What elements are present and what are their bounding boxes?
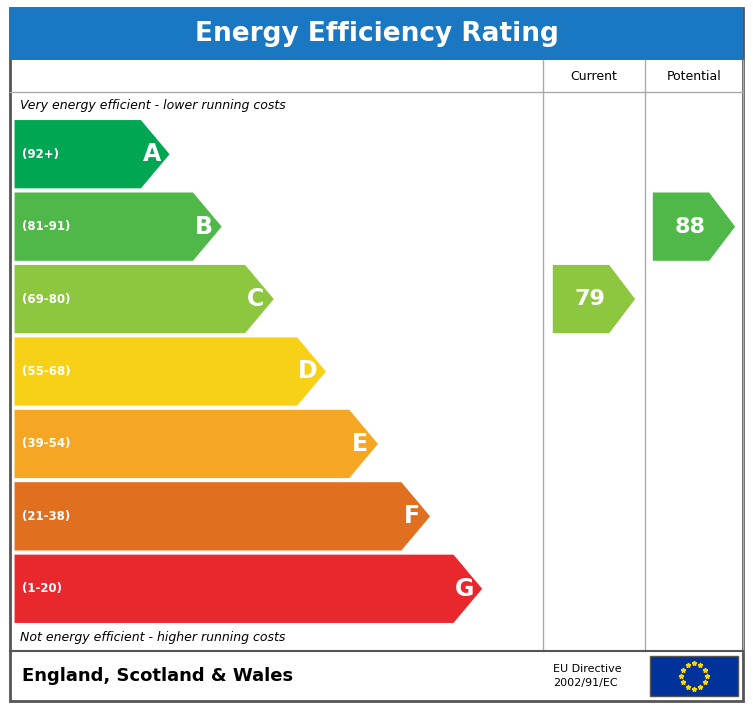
Polygon shape [14,337,327,406]
Text: (69-80): (69-80) [22,293,71,306]
Text: E: E [352,432,368,456]
Text: (1-20): (1-20) [22,582,62,596]
Text: Very energy efficient - lower running costs: Very energy efficient - lower running co… [20,99,285,111]
Text: EU Directive: EU Directive [553,664,622,674]
Text: Not energy efficient - higher running costs: Not energy efficient - higher running co… [20,632,285,644]
Text: C: C [247,287,264,311]
Text: (81-91): (81-91) [22,220,70,233]
Polygon shape [14,120,170,189]
Text: D: D [298,359,318,384]
Text: England, Scotland & Wales: England, Scotland & Wales [22,667,293,685]
Polygon shape [552,264,636,334]
Text: Current: Current [571,69,617,82]
Text: 79: 79 [575,289,605,309]
Polygon shape [14,409,379,479]
Polygon shape [14,264,275,334]
Text: B: B [195,215,213,239]
Text: (21-38): (21-38) [22,510,70,523]
Text: (92+): (92+) [22,147,59,161]
Polygon shape [14,481,431,551]
Text: (39-54): (39-54) [22,437,71,450]
Text: Energy Efficiency Rating: Energy Efficiency Rating [194,21,559,47]
Polygon shape [14,554,483,623]
Text: G: G [455,577,474,601]
Text: Potential: Potential [666,69,721,82]
Polygon shape [14,192,222,262]
Text: 2002/91/EC: 2002/91/EC [553,678,617,688]
Bar [10,8,743,60]
Text: F: F [404,504,420,528]
Polygon shape [652,192,736,262]
Text: A: A [142,143,161,166]
Bar [650,656,738,696]
Text: (55-68): (55-68) [22,365,71,378]
Text: 88: 88 [675,217,706,237]
